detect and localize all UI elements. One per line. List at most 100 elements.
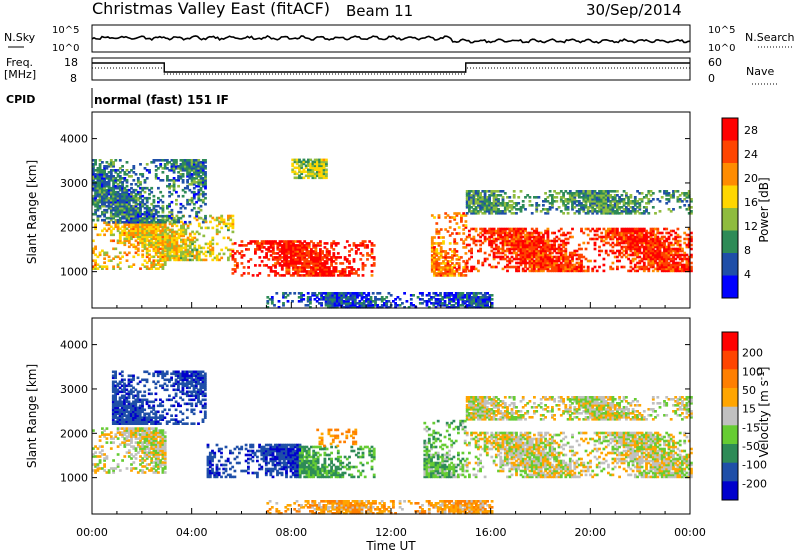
heatmap-cell [287, 262, 291, 265]
heatmap-cell [143, 235, 147, 239]
heatmap-cell [562, 200, 565, 203]
heatmap-cell [181, 161, 185, 164]
heatmap-cell [127, 196, 131, 200]
heatmap-cell [157, 186, 160, 190]
heatmap-cell [192, 192, 196, 196]
heatmap-cell [551, 200, 554, 203]
heatmap-cell [175, 159, 178, 162]
heatmap-cell [638, 192, 642, 195]
heatmap-cell [656, 261, 660, 265]
heatmap-cell [143, 227, 147, 231]
heatmap-cell [101, 229, 104, 233]
heatmap-cell [618, 259, 621, 263]
heatmap-cell [197, 188, 201, 192]
heatmap-cell [141, 243, 145, 247]
heatmap-cell [645, 235, 648, 239]
heatmap-cell [562, 263, 565, 267]
heatmap-cell [173, 222, 176, 226]
heatmap-cell [528, 253, 532, 257]
heatmap-cell [134, 188, 138, 192]
heatmap-cell [310, 268, 313, 271]
heatmap-cell [320, 296, 323, 299]
heatmap-cell [247, 260, 250, 263]
heatmap-cell [376, 292, 380, 295]
heatmap-cell [629, 245, 633, 249]
heatmap-cell [582, 255, 586, 259]
heatmap-cell [132, 263, 136, 266]
heatmap-cell [488, 198, 491, 201]
heatmap-cell [665, 255, 669, 259]
heatmap-cell [642, 237, 646, 241]
heatmap-cell [161, 233, 165, 237]
heatmap-cell [616, 241, 619, 245]
heatmap-cell [486, 302, 489, 305]
heatmap-cell [329, 292, 332, 295]
heatmap-cell [528, 261, 532, 265]
heatmap-cell [559, 190, 563, 193]
heatmap-cell [316, 260, 320, 263]
heatmap-cell [687, 259, 691, 263]
heatmap-cell [338, 292, 341, 295]
heatmap-cell [604, 200, 608, 203]
heatmap-cell [568, 198, 572, 201]
heatmap-cell [524, 237, 527, 241]
heatmap-cell [101, 179, 104, 182]
heatmap-cell [195, 250, 199, 254]
heatmap-cell [199, 169, 203, 172]
heatmap-cell [309, 158, 313, 162]
heatmap-cell [109, 192, 113, 196]
heatmap-cell [555, 267, 559, 271]
heatmap-cell [134, 204, 138, 208]
heatmap-cell [524, 251, 527, 255]
heatmap-cell [499, 212, 503, 215]
heatmap-cell [92, 212, 95, 216]
heatmap-cell [229, 216, 233, 220]
heatmap-cell [312, 274, 316, 277]
heatmap-cell [468, 302, 471, 305]
heatmap-cell [143, 167, 147, 170]
heatmap-cell [192, 179, 196, 182]
heatmap-cell [316, 258, 320, 261]
heatmap-cell [323, 262, 327, 265]
heatmap-cell [551, 269, 554, 273]
heatmap-cell [300, 176, 304, 180]
heatmap-cell [177, 256, 181, 260]
heatmap-cell [466, 296, 469, 299]
heatmap-cell [365, 294, 368, 297]
heatmap-cell [211, 252, 215, 256]
heatmap-cell [190, 181, 194, 184]
heatmap-cell [510, 243, 514, 247]
heatmap-cell [539, 257, 543, 261]
heatmap-cell [287, 270, 291, 273]
heatmap-cell [92, 247, 95, 251]
heatmap-cell [539, 249, 543, 253]
heatmap-cell [573, 265, 577, 269]
heatmap-cell [202, 218, 206, 222]
heatmap-cell [453, 248, 457, 251]
heatmap-cell [584, 190, 588, 193]
heatmap-cell [180, 228, 183, 232]
heatmap-cell [647, 269, 651, 273]
heatmap-cell [314, 244, 318, 247]
heatmap-cell [479, 210, 482, 213]
heatmap-cell [501, 196, 505, 199]
heatmap-cell [519, 210, 523, 213]
heatmap-cell [640, 239, 644, 243]
heatmap-cell [168, 252, 172, 256]
heatmap-cell [195, 171, 198, 174]
heatmap-cell [302, 298, 306, 301]
heatmap-cell [485, 208, 489, 211]
heatmap-cell [564, 243, 568, 247]
heatmap-cell [98, 190, 102, 194]
heatmap-cell [669, 263, 673, 267]
heatmap-cell [559, 210, 563, 213]
heatmap-cell [199, 167, 203, 170]
heatmap-cell [218, 220, 221, 224]
heatmap-cell [183, 169, 187, 172]
heatmap-cell [101, 200, 104, 204]
heatmap-cell [150, 241, 154, 245]
heatmap-cell [477, 261, 480, 265]
heatmap-cell [325, 174, 328, 178]
heatmap-cell [607, 204, 610, 207]
heatmap-cell [453, 228, 457, 231]
